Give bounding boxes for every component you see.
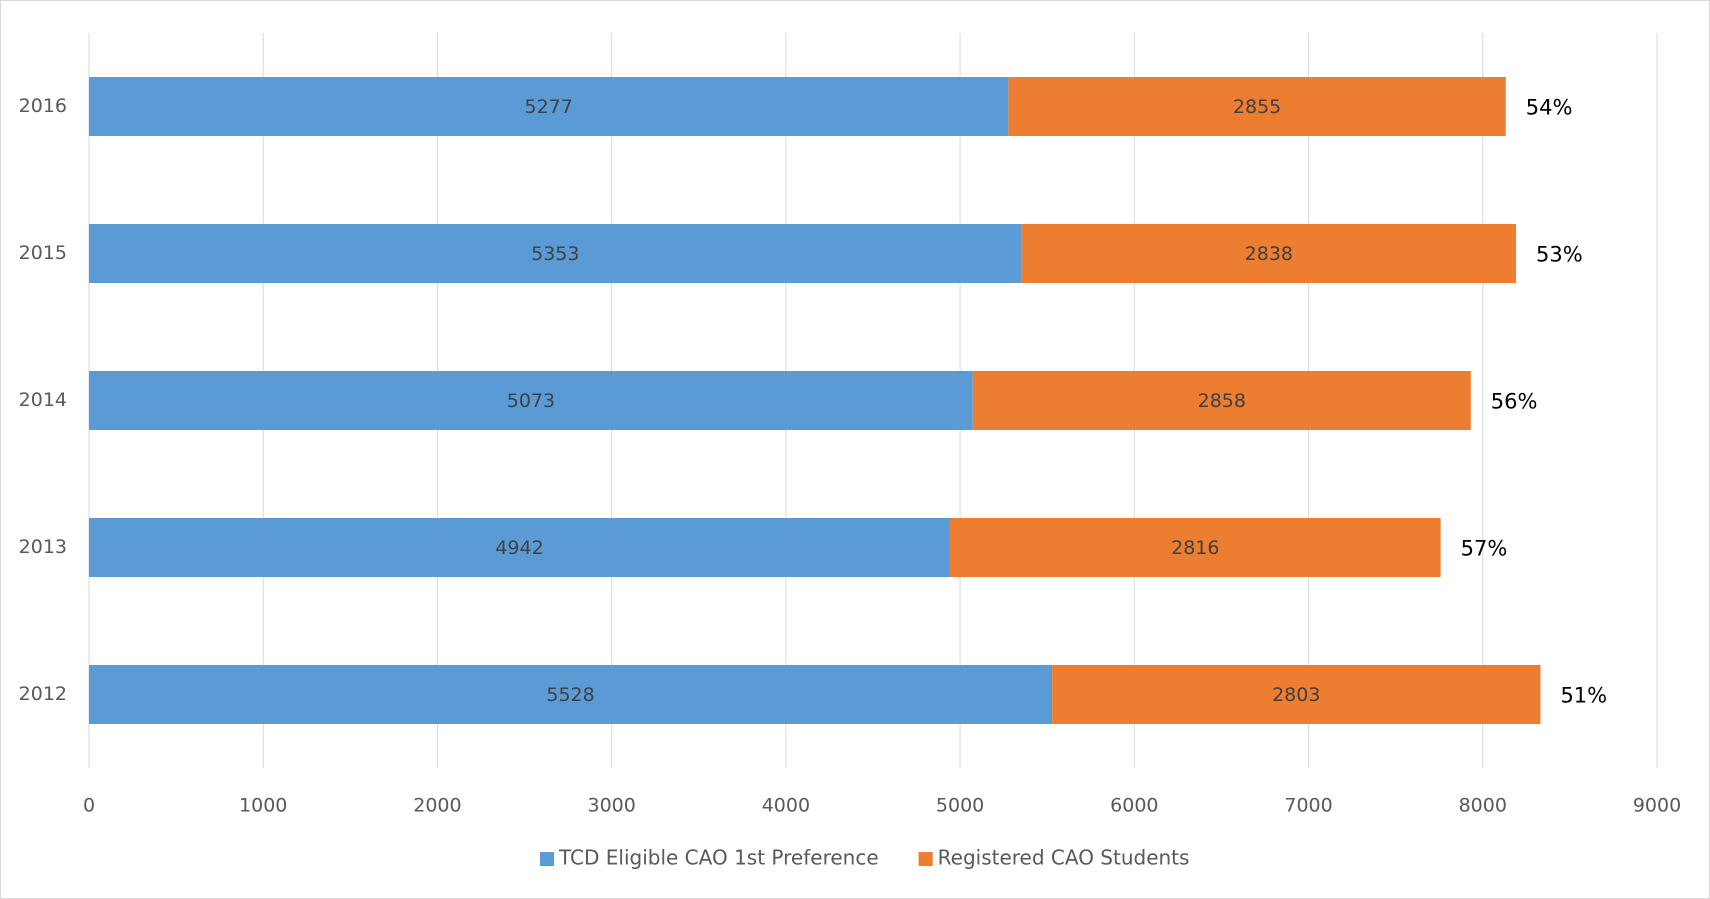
annotation: 56% — [1491, 390, 1538, 414]
annotation: 53% — [1536, 243, 1583, 267]
bar-segment — [1021, 224, 1517, 283]
data-label: 2803 — [1272, 684, 1320, 706]
y-tick-label: 2014 — [19, 389, 67, 411]
legend-label: TCD Eligible CAO 1st Preference — [558, 846, 879, 870]
y-tick-label: 2012 — [19, 683, 67, 705]
bar-segment — [89, 518, 951, 577]
x-tick-label: 9000 — [1633, 795, 1681, 817]
legend-label: Registered CAO Students — [938, 846, 1190, 870]
data-label: 4942 — [495, 537, 543, 559]
x-tick-label: 4000 — [762, 795, 810, 817]
data-label: 2858 — [1198, 390, 1246, 412]
x-tick-label: 7000 — [1284, 795, 1332, 817]
y-tick-label: 2013 — [19, 536, 67, 558]
x-tick-label: 3000 — [587, 795, 635, 817]
annotation: 51% — [1560, 684, 1607, 708]
x-tick-label: 6000 — [1110, 795, 1158, 817]
bar-segment — [972, 371, 1471, 430]
legend-swatch — [918, 852, 933, 866]
bar-segment — [950, 518, 1441, 577]
bar-segment — [89, 77, 1009, 136]
bar-segment — [89, 371, 973, 430]
bar-segment — [89, 665, 1053, 724]
bar-segment — [89, 224, 1022, 283]
x-tick-label: 0 — [83, 795, 95, 817]
annotation: 54% — [1526, 96, 1573, 120]
x-tick-label: 8000 — [1459, 795, 1507, 817]
y-tick-label: 2016 — [19, 95, 67, 117]
data-label: 2838 — [1245, 243, 1293, 265]
data-label: 2816 — [1171, 537, 1219, 559]
legend-swatch — [540, 852, 554, 866]
y-tick-label: 2015 — [19, 242, 67, 264]
data-label: 5073 — [507, 390, 555, 412]
data-label: 5277 — [525, 96, 573, 118]
x-tick-label: 2000 — [413, 795, 461, 817]
data-label: 5353 — [531, 243, 579, 265]
annotation: 57% — [1461, 537, 1508, 561]
data-label: 5528 — [546, 684, 594, 706]
bar-segment — [1052, 665, 1541, 724]
x-tick-label: 1000 — [239, 795, 287, 817]
x-tick-label: 5000 — [936, 795, 984, 817]
bar-segment — [1008, 77, 1506, 136]
data-label: 2855 — [1233, 96, 1281, 118]
